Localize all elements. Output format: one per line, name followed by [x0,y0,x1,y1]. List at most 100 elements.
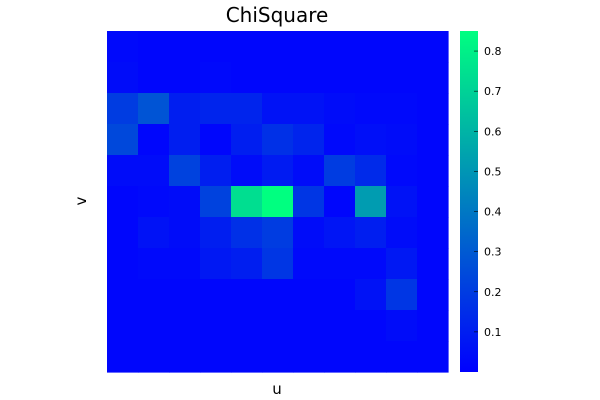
heatmap-cell [262,217,294,249]
heatmap-cell [417,186,449,218]
heatmap-cell [324,62,356,94]
heatmap-cell [138,31,170,63]
heatmap-cell [417,217,449,249]
heatmap-cell [138,155,170,187]
heatmap-cell [200,310,232,342]
heatmap-cell [200,341,232,373]
heatmap-cell [200,124,232,156]
heatmap-cell [262,31,294,63]
heatmap-cell [200,62,232,94]
colorbar-tick-label: 0.4 [484,206,502,219]
heatmap-cell [200,279,232,311]
heatmap-cell [262,155,294,187]
heatmap-cell [231,124,263,156]
heatmap-cell [355,62,387,94]
heatmap-cell [417,31,449,63]
heatmap-cell [231,31,263,63]
heatmap-cell [324,248,356,280]
x-axis-label: u [272,380,282,398]
heatmap-cell [231,155,263,187]
heatmap-cell [417,62,449,94]
heatmap-cell [355,248,387,280]
heatmap-cell [169,186,201,218]
heatmap-cell [417,341,449,373]
heatmap-cell [386,341,418,373]
heatmap-cell [324,341,356,373]
colorbar-tick-label: 0.1 [484,326,502,339]
heatmap-cell [324,93,356,125]
heatmap-cell [231,217,263,249]
heatmap-cell [107,93,139,125]
heatmap-cell [169,217,201,249]
heatmap-cell [169,124,201,156]
heatmap-cell [262,341,294,373]
heatmap-cell [200,155,232,187]
colorbar-tick-label: 0.8 [484,45,502,58]
y-axis-label: v [72,196,90,205]
heatmap-cell [138,341,170,373]
heatmap-cell [262,62,294,94]
heatmap-cell [293,186,325,218]
colorbar-tick-label: 0.5 [484,165,502,178]
heatmap-cell [262,310,294,342]
heatmap-cell [138,124,170,156]
heatmap-cell [169,93,201,125]
heatmap-cell [169,155,201,187]
heatmap-cell [169,310,201,342]
heatmap-cell [293,341,325,373]
heatmap-cell [138,217,170,249]
heatmap-cell [169,62,201,94]
heatmap-cell [293,310,325,342]
heatmap-cell [200,217,232,249]
heatmap-cell [293,155,325,187]
heatmap-cell [386,62,418,94]
heatmap-cell [386,217,418,249]
heatmap-cell [324,155,356,187]
heatmap-cell [355,186,387,218]
heatmap-cell [107,341,139,373]
heatmap-cell [386,186,418,218]
heatmap-cell [355,217,387,249]
heatmap-cell [200,248,232,280]
heatmap-cell [107,155,139,187]
heatmap-cell [107,31,139,63]
heatmap-cell [138,93,170,125]
heatmap-cell [386,155,418,187]
heatmap-cell [262,186,294,218]
heatmap-cell [386,31,418,63]
heatmap-cell [386,310,418,342]
heatmap-cell [169,31,201,63]
heatmap-cell [231,279,263,311]
heatmap-cell [355,279,387,311]
heatmap-cell [138,310,170,342]
heatmap-cell [355,31,387,63]
heatmap-cell [169,279,201,311]
heatmap-cells [107,31,449,373]
heatmap-cell [293,248,325,280]
heatmap-cell [262,248,294,280]
heatmap-cell [293,217,325,249]
heatmap-cell [417,279,449,311]
heatmap-cell [107,62,139,94]
heatmap-cell [200,186,232,218]
heatmap-cell [293,93,325,125]
heatmap-cell [386,248,418,280]
heatmap-cell [324,217,356,249]
heatmap-cell [200,93,232,125]
heatmap-cell [324,310,356,342]
heatmap-cell [107,186,139,218]
heatmap-cell [355,155,387,187]
heatmap-cell [417,248,449,280]
heatmap-cell [417,155,449,187]
heatmap-cell [417,93,449,125]
heatmap-cell [386,279,418,311]
colorbar-ticks: 0.1 0.2 0.3 0.4 0.5 0.6 0.7 0.8 [474,45,502,339]
heatmap-cell [355,341,387,373]
heatmap-cell [231,341,263,373]
heatmap-cell [324,31,356,63]
heatmap-cell [231,186,263,218]
colorbar-tick-label: 0.6 [484,125,502,138]
colorbar-tick-label: 0.2 [484,286,502,299]
heatmap-cell [262,93,294,125]
